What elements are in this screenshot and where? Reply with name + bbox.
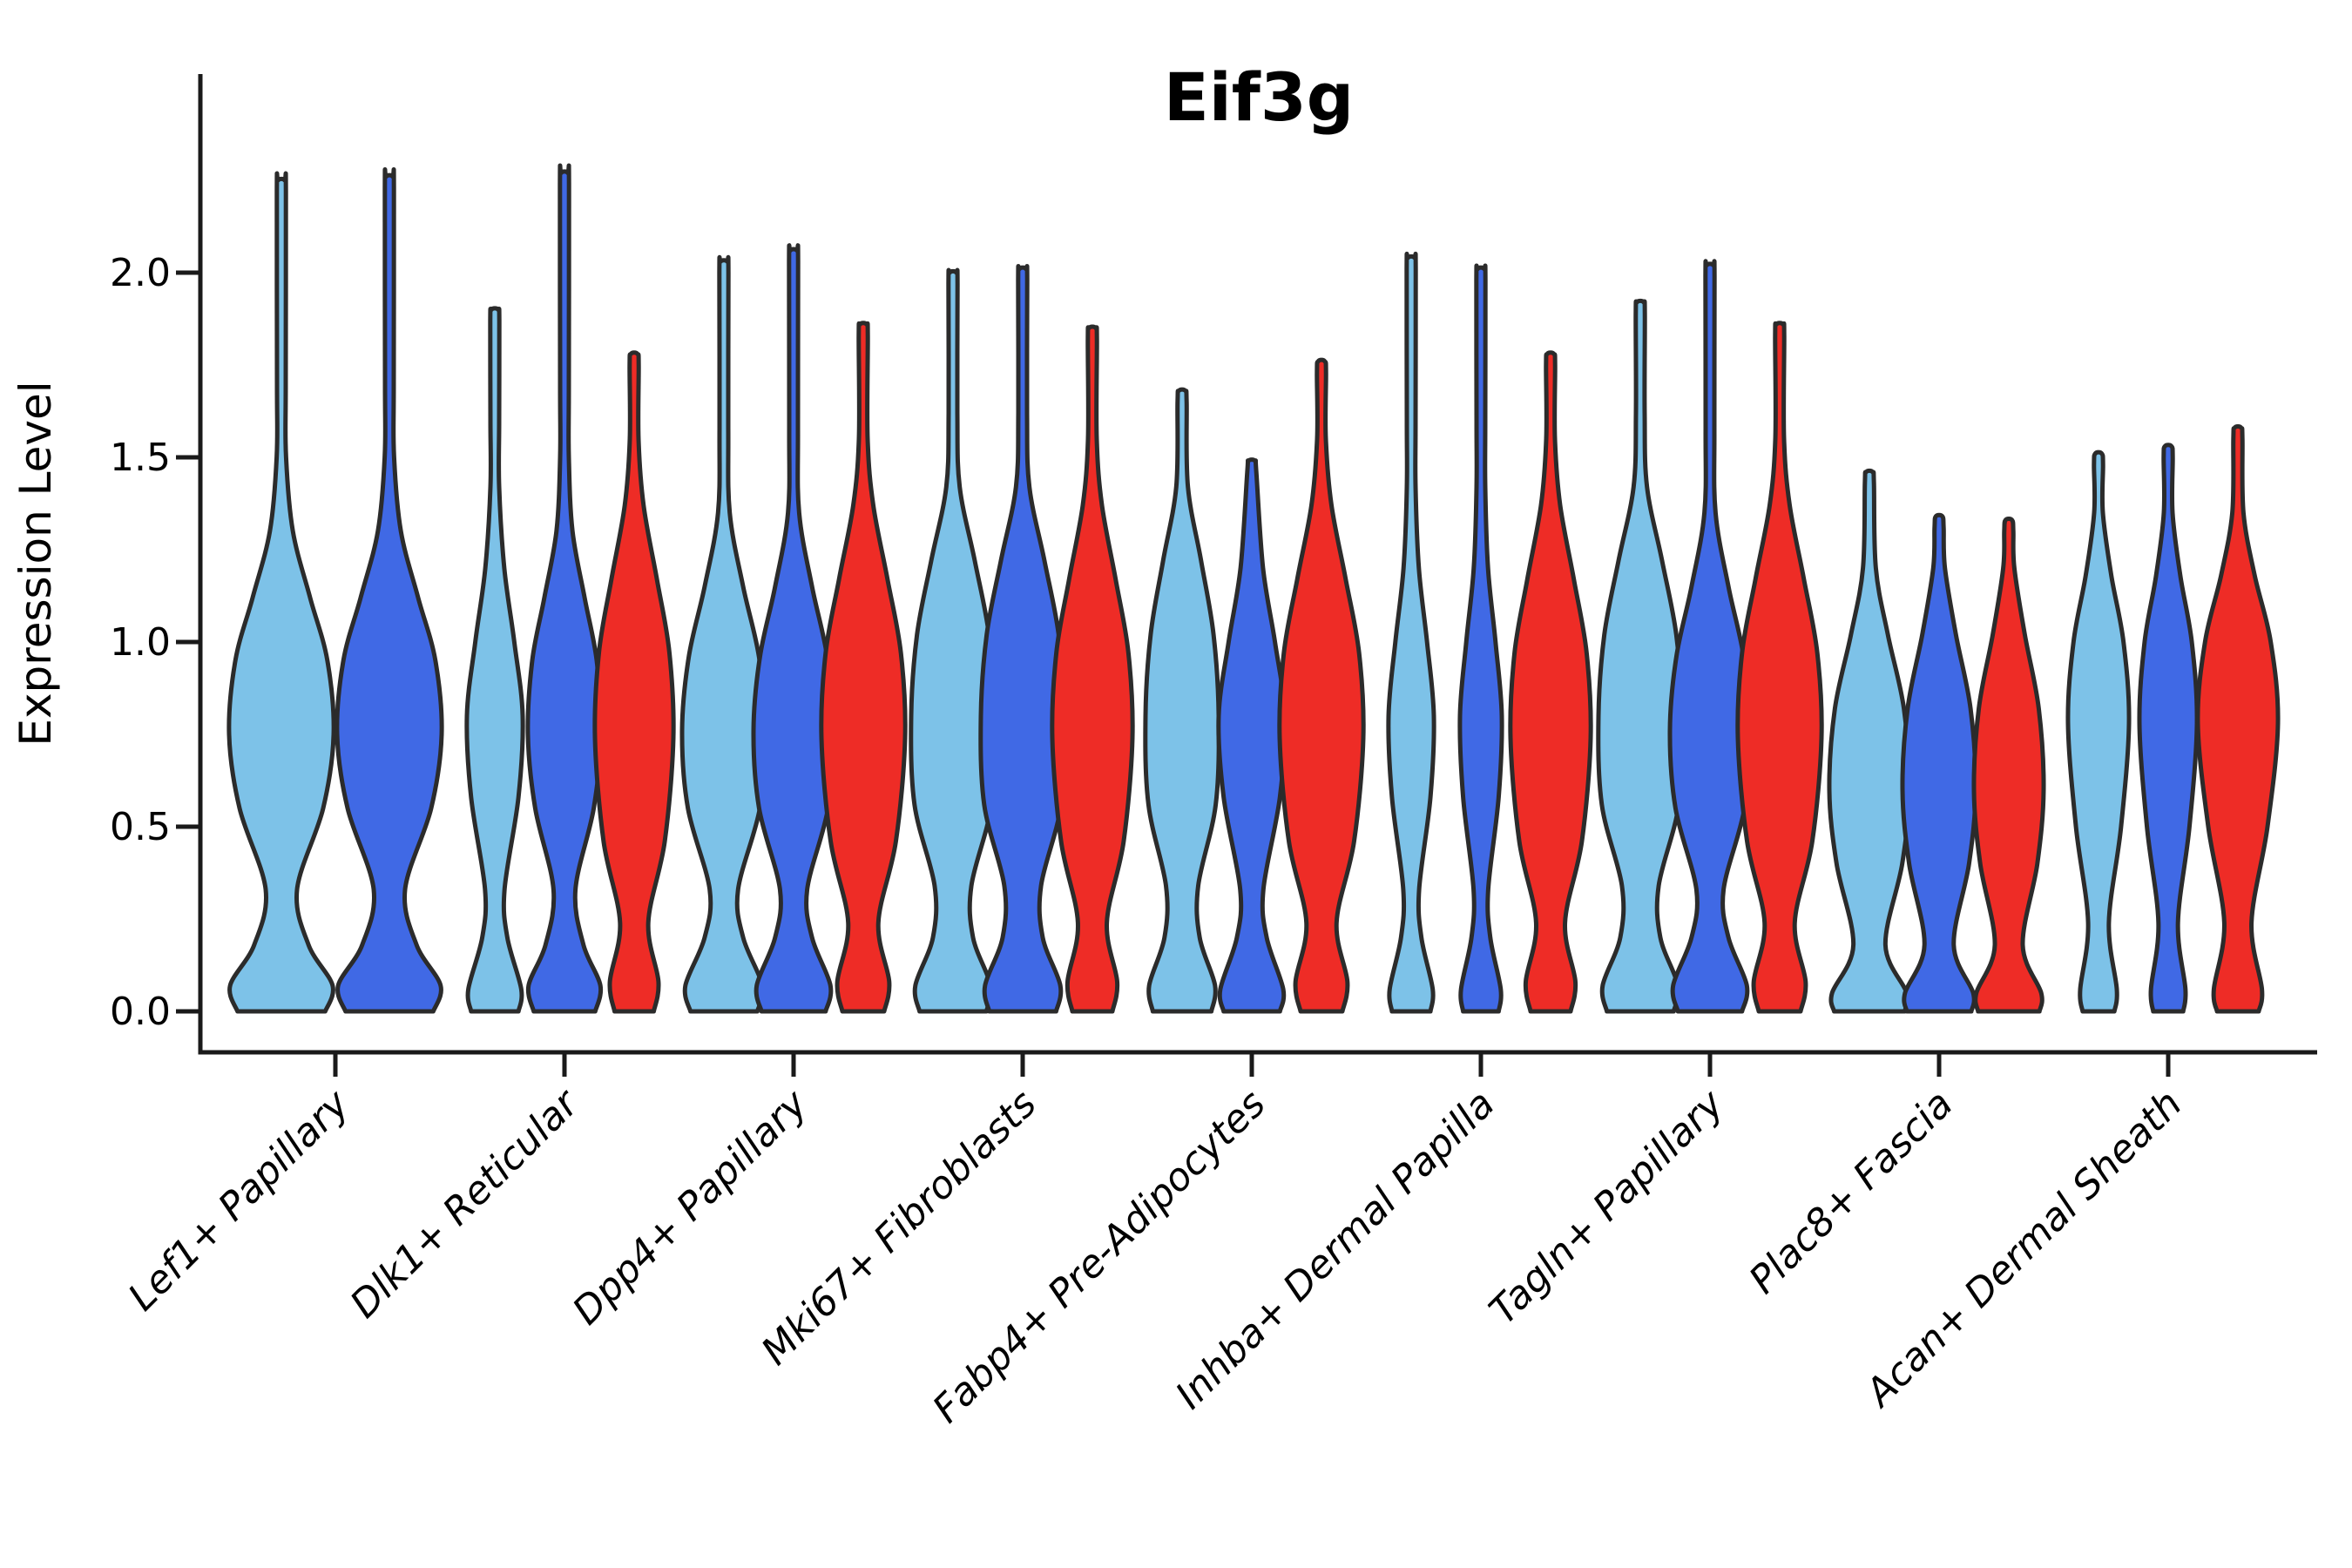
y-tick-label-0: 0.0 (110, 990, 171, 1034)
violins-layer (226, 163, 2281, 1014)
violin-fabp4-dark_blue (1216, 457, 1288, 1014)
x-tick-label-0: Lef1+ Papillary (120, 1081, 359, 1320)
y-tick-labels: 0.0 0.5 1.0 1.5 2.0 (110, 251, 171, 1034)
y-tick-label-2: 1.0 (110, 620, 171, 665)
violin-mki67-light_blue (909, 267, 997, 1014)
x-tick-label-7: Plac8+ Fascia (1740, 1082, 1961, 1302)
violin-lef1-light_blue (226, 171, 336, 1014)
x-tick-label-1: Dlk1+ Reticular (341, 1080, 588, 1327)
violin-plac8-light_blue (1827, 468, 1912, 1014)
violin-tagln-red (1735, 321, 1824, 1014)
x-tick-label-6: Tagln+ Papillary (1481, 1081, 1733, 1333)
violin-acan-dark_blue (2137, 443, 2200, 1014)
violin-fabp4-red (1277, 357, 1366, 1014)
violin-dlk1-dark_blue (525, 163, 604, 1014)
y-tick-label-4: 2.0 (110, 251, 171, 295)
violin-dpp4-dark_blue (751, 243, 836, 1014)
y-tick-label-3: 1.5 (110, 436, 171, 480)
violin-mki67-dark_blue (978, 264, 1067, 1014)
chart-title: Eif3g (1164, 58, 1354, 136)
violin-inhba-light_blue (1386, 252, 1436, 1014)
violin-acan-light_blue (2065, 449, 2132, 1014)
violin-plac8-red (1971, 517, 2046, 1014)
violin-dlk1-light_blue (464, 306, 525, 1014)
violin-lef1-dark_blue (335, 167, 444, 1014)
violin-inhba-dark_blue (1457, 263, 1504, 1014)
violin-mki67-red (1050, 324, 1135, 1014)
violin-plac8-dark_blue (1900, 512, 1978, 1014)
violin-fabp4-light_blue (1143, 387, 1221, 1014)
violin-dlk1-red (592, 350, 676, 1014)
axes-layer (176, 74, 2317, 1077)
violin-dpp4-light_blue (679, 255, 768, 1014)
violin-dpp4-red (819, 321, 908, 1014)
y-axis-label: Expression Level (10, 381, 61, 746)
y-tick-label-1: 0.5 (110, 805, 171, 849)
violin-acan-red (2195, 424, 2281, 1014)
violin-inhba-red (1508, 350, 1593, 1014)
violin-tagln-dark_blue (1667, 259, 1753, 1014)
violin-tagln-light_blue (1596, 298, 1685, 1014)
x-tick-label-2: Dpp4+ Papillary (564, 1081, 817, 1334)
